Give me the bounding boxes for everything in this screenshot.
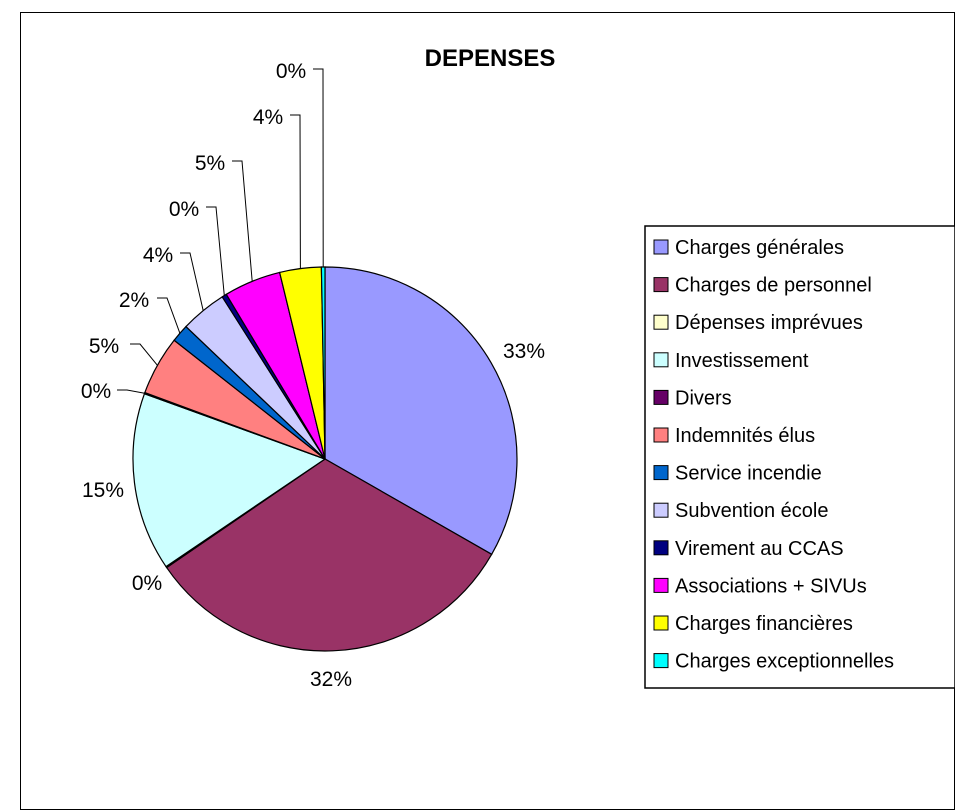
percent-label-11: 4% (253, 106, 283, 129)
legend-swatch-3 (653, 314, 669, 330)
percent-label-10: 5% (195, 152, 225, 175)
percent-label-4: 15% (82, 479, 124, 502)
percent-label-7: 2% (119, 289, 149, 312)
leader-line-10 (232, 160, 253, 282)
leader-line-9 (206, 206, 225, 296)
legend-label-12: Charges exceptionnelles (675, 651, 894, 673)
leader-line-7 (157, 297, 181, 334)
legend-label-3: Dépenses imprévues (675, 312, 863, 334)
legend-label-10: Associations + SIVUs (675, 575, 867, 597)
legend-label-6: Indemnités élus (675, 425, 815, 447)
legend-swatch-11 (653, 615, 669, 631)
percent-label-9: 0% (169, 198, 199, 221)
leader-line-8 (180, 252, 204, 311)
leader-line-5 (117, 389, 145, 394)
leader-line-11 (290, 114, 301, 269)
leader-line-12 (313, 68, 324, 268)
percent-label-2: 32% (310, 668, 352, 691)
leader-line-6 (130, 343, 158, 366)
legend-swatch-1 (653, 239, 669, 255)
legend-swatch-6 (653, 427, 669, 443)
percent-label-8: 4% (143, 244, 173, 267)
pie-slices (132, 266, 518, 652)
legend-label-9: Virement au CCAS (675, 538, 844, 560)
legend-swatch-7 (653, 465, 669, 481)
pie-slice-4 (132, 392, 327, 568)
percent-label-12: 0% (276, 60, 306, 83)
legend-swatch-8 (653, 502, 669, 518)
legend-label-8: Subvention école (675, 500, 828, 522)
legend-swatch-12 (653, 653, 669, 669)
legend-swatch-5 (653, 389, 669, 405)
legend-box (644, 225, 955, 689)
percent-labels: 33%32%0%15%0%5%2%4%0%5%4%0% (81, 60, 545, 691)
legend-label-7: Service incendie (675, 463, 822, 485)
pie-slice-1 (324, 266, 518, 556)
legend-swatch-9 (653, 540, 669, 556)
percent-label-1: 33% (503, 340, 545, 363)
chart-title: DEPENSES (425, 45, 556, 72)
leader-lines (117, 68, 324, 394)
legend-label-5: Divers (675, 387, 732, 409)
legend-swatch-10 (653, 577, 669, 593)
pie-slice-12 (320, 266, 326, 460)
legend-label-2: Charges de personnel (675, 275, 872, 297)
legend: Charges générales Charges de personnel Dép… (644, 225, 955, 689)
percent-label-5: 0% (81, 380, 111, 403)
legend-label-1: Charges générales (675, 237, 844, 259)
legend-swatch-2 (653, 277, 669, 293)
percent-label-3: 0% (132, 572, 162, 595)
pie-slice-2 (165, 458, 493, 652)
percent-label-6: 5% (89, 335, 119, 358)
legend-label-4: Investissement (675, 350, 809, 372)
legend-label-11: Charges financières (675, 613, 853, 635)
legend-swatch-4 (653, 352, 669, 368)
